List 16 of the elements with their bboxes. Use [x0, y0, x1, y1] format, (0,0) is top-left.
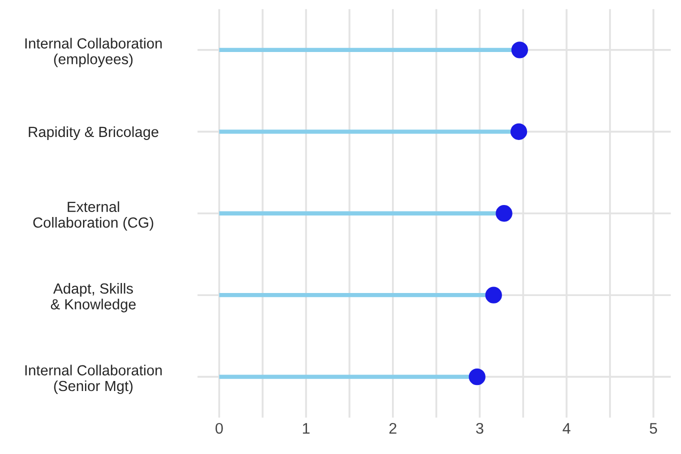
point — [485, 286, 502, 304]
x-tick-label: 4 — [562, 423, 570, 434]
x-tick-label: 1 — [302, 423, 310, 434]
y-tick-label: Internal Collaboration (employees) — [25, 38, 162, 68]
y-tick-label: External Collaboration (CG) — [33, 201, 154, 231]
y-tick-label: Adapt, Skills & Knowledge — [50, 283, 136, 312]
x-tick-label: 3 — [476, 422, 484, 434]
point — [510, 123, 528, 140]
point — [511, 42, 528, 58]
y-tick-label: Internal Collaboration (Senior Mgt) — [25, 364, 162, 394]
y-tick-label: Rapidity & Bricolage — [28, 126, 158, 140]
point — [496, 205, 512, 222]
point — [468, 368, 486, 386]
x-tick-label: 5 — [650, 423, 658, 434]
x-tick-label: 0 — [216, 422, 223, 434]
x-tick-label: 2 — [389, 422, 396, 434]
